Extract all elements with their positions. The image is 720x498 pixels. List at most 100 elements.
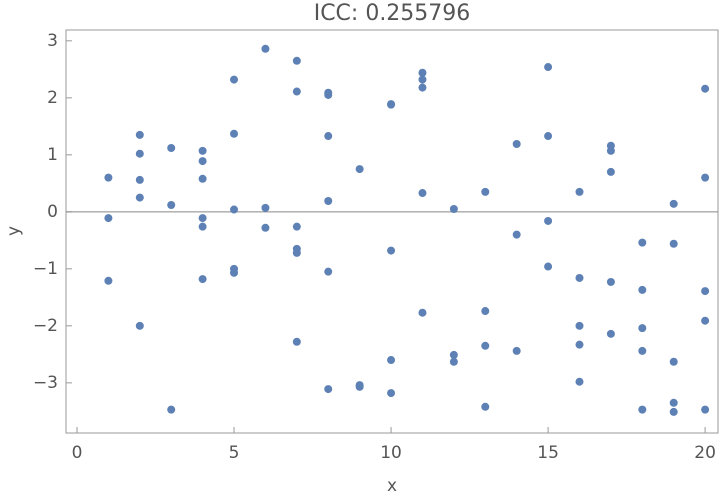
point bbox=[135, 193, 144, 202]
point bbox=[638, 346, 647, 355]
point bbox=[575, 187, 584, 196]
point bbox=[638, 285, 647, 294]
point bbox=[669, 239, 678, 248]
plot-frame bbox=[65, 29, 719, 434]
point bbox=[512, 346, 521, 355]
point bbox=[701, 405, 710, 414]
point bbox=[481, 402, 490, 411]
point bbox=[544, 63, 553, 72]
point bbox=[230, 75, 239, 84]
y-tick-label: −3 bbox=[33, 373, 58, 393]
point bbox=[198, 174, 207, 183]
x-tick-label: 20 bbox=[694, 443, 716, 463]
point bbox=[387, 246, 396, 255]
point bbox=[387, 389, 396, 398]
point bbox=[324, 132, 333, 141]
point bbox=[512, 140, 521, 149]
x-tick-label: 0 bbox=[72, 443, 83, 463]
point bbox=[481, 341, 490, 350]
point bbox=[261, 203, 270, 212]
point bbox=[669, 407, 678, 416]
y-tick-label: 0 bbox=[47, 202, 58, 222]
point bbox=[544, 262, 553, 271]
point bbox=[135, 149, 144, 158]
point bbox=[701, 316, 710, 325]
point bbox=[418, 189, 427, 198]
point bbox=[135, 175, 144, 184]
y-axis-label: y bbox=[4, 226, 24, 236]
point bbox=[669, 199, 678, 208]
point bbox=[292, 56, 301, 65]
point bbox=[261, 223, 270, 232]
point bbox=[669, 398, 678, 407]
point bbox=[449, 350, 458, 359]
point bbox=[575, 273, 584, 282]
point bbox=[575, 377, 584, 386]
x-tick-label: 5 bbox=[229, 443, 240, 463]
point bbox=[701, 287, 710, 296]
x-axis-label: x bbox=[387, 476, 397, 496]
point bbox=[449, 357, 458, 366]
point bbox=[575, 321, 584, 330]
point bbox=[292, 222, 301, 231]
point bbox=[198, 214, 207, 223]
point bbox=[167, 200, 176, 209]
point bbox=[449, 204, 458, 213]
point bbox=[701, 84, 710, 93]
y-tick-label: 1 bbox=[47, 145, 58, 165]
point bbox=[387, 356, 396, 365]
point bbox=[669, 357, 678, 366]
y-tick-label: 2 bbox=[47, 88, 58, 108]
point bbox=[606, 146, 615, 155]
point bbox=[481, 187, 490, 196]
point bbox=[387, 100, 396, 109]
y-tick-label: −1 bbox=[33, 259, 58, 279]
point bbox=[418, 75, 427, 84]
point bbox=[104, 173, 113, 182]
point bbox=[418, 68, 427, 77]
point bbox=[135, 130, 144, 139]
point bbox=[104, 276, 113, 285]
point bbox=[324, 197, 333, 206]
x-tick-label: 10 bbox=[380, 443, 402, 463]
point bbox=[701, 173, 710, 182]
point bbox=[355, 165, 364, 174]
point bbox=[638, 238, 647, 247]
point bbox=[544, 216, 553, 225]
point bbox=[230, 129, 239, 138]
point bbox=[606, 167, 615, 176]
point bbox=[418, 83, 427, 92]
point bbox=[606, 329, 615, 338]
point bbox=[198, 275, 207, 284]
x-tick-label: 15 bbox=[537, 443, 559, 463]
point bbox=[198, 146, 207, 155]
point bbox=[135, 321, 144, 330]
point bbox=[167, 405, 176, 414]
point bbox=[606, 277, 615, 286]
point bbox=[324, 267, 333, 276]
point bbox=[481, 307, 490, 316]
point bbox=[292, 248, 301, 257]
point bbox=[261, 44, 270, 53]
point bbox=[198, 222, 207, 231]
point bbox=[418, 308, 427, 317]
chart-title: ICC: 0.255796 bbox=[314, 1, 471, 26]
y-tick-label: −2 bbox=[33, 316, 58, 336]
y-tick-label: 3 bbox=[47, 31, 58, 51]
point bbox=[512, 230, 521, 239]
point bbox=[638, 324, 647, 333]
point bbox=[324, 90, 333, 99]
point bbox=[230, 268, 239, 277]
point bbox=[230, 205, 239, 214]
point bbox=[292, 337, 301, 346]
point bbox=[638, 405, 647, 414]
point bbox=[167, 143, 176, 152]
point bbox=[575, 340, 584, 349]
point bbox=[198, 157, 207, 166]
point bbox=[324, 385, 333, 394]
point bbox=[292, 87, 301, 96]
point bbox=[104, 214, 113, 223]
point bbox=[355, 382, 364, 391]
point bbox=[544, 132, 553, 141]
